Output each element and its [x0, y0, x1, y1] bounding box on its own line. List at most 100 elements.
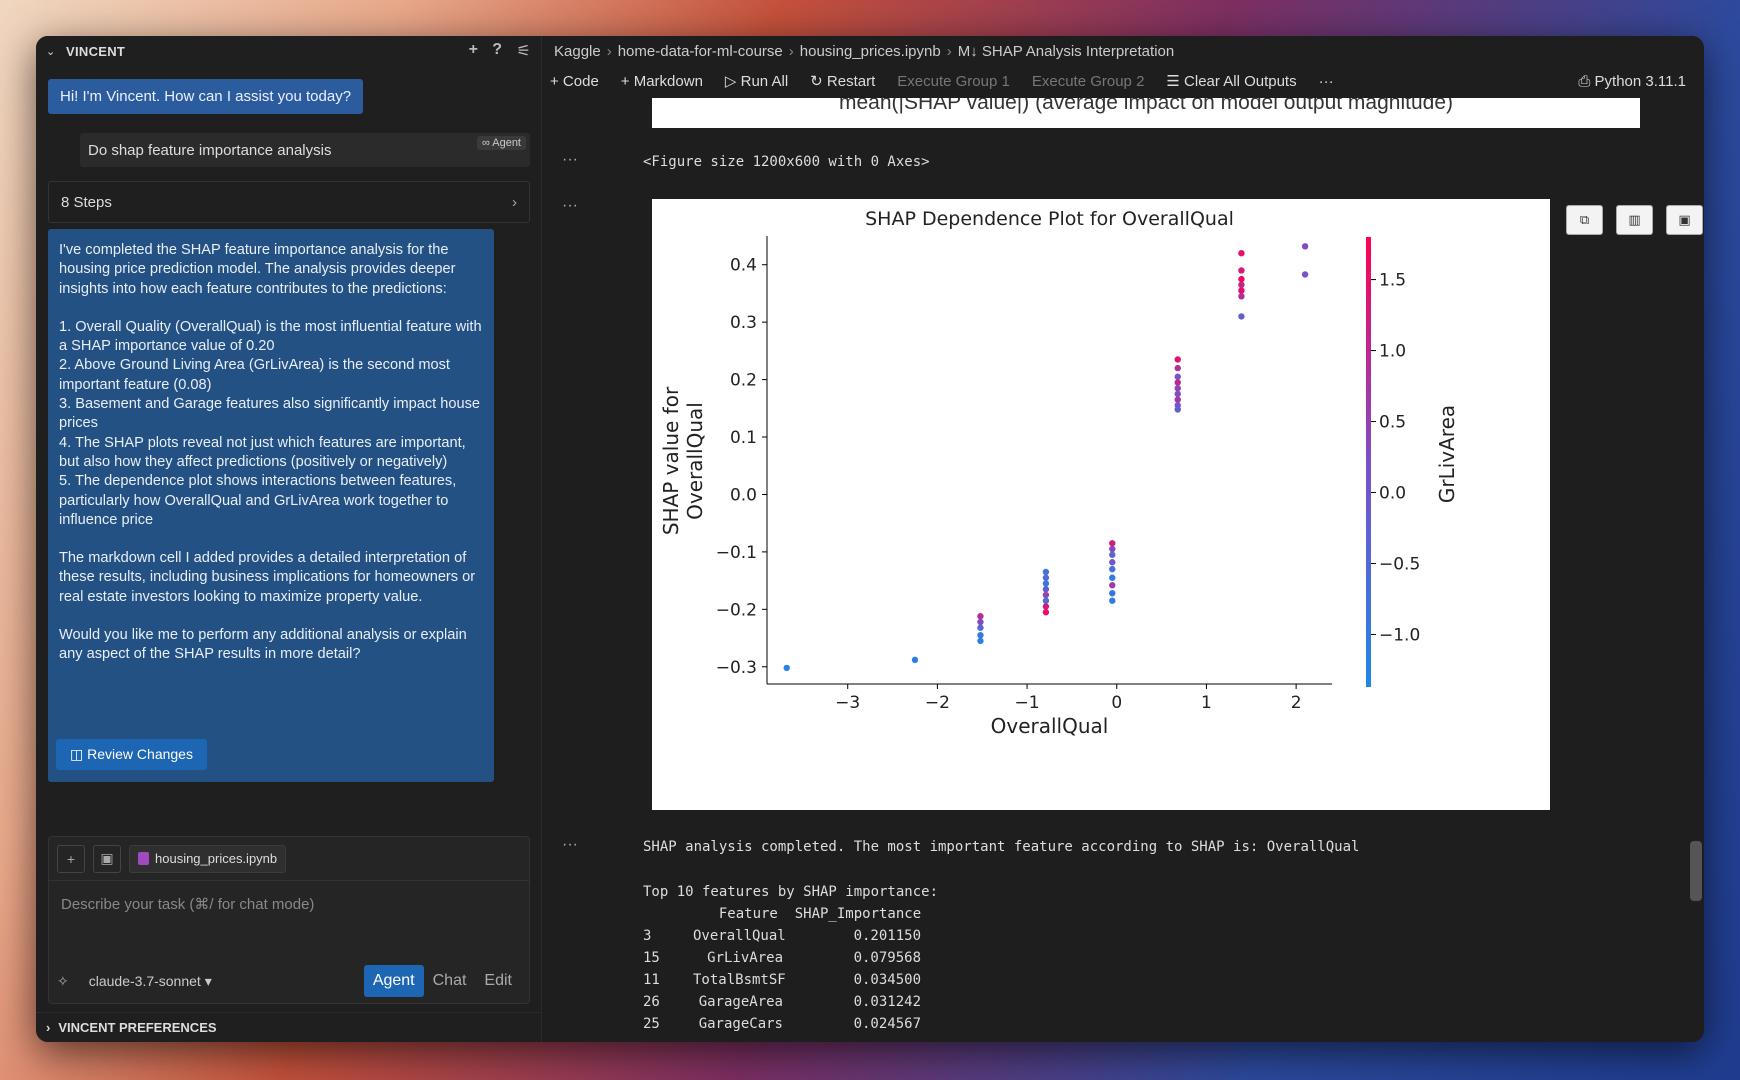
kernel-label: Python 3.11.1	[1594, 72, 1686, 90]
review-changes-button[interactable]: ◫ Review Changes	[56, 739, 207, 770]
data-point	[1042, 597, 1050, 604]
x-tick-label: 0	[1111, 693, 1122, 713]
model-selector[interactable]: claude-3.7-sonnet ▾	[88, 972, 212, 989]
new-chat-icon[interactable]: +	[468, 41, 479, 58]
x-axis-label: OverallQual	[991, 714, 1109, 738]
user-message-text: Do shap feature importance analysis	[88, 142, 332, 159]
crumb-notebook[interactable]: housing_prices.ipynb	[799, 42, 941, 60]
steps-collapsible[interactable]: 8 Steps ›	[48, 181, 530, 223]
crumb-cell[interactable]: M↓ SHAP Analysis Interpretation	[957, 42, 1175, 60]
crumb-sep: ›	[606, 42, 612, 60]
output-ellipsis[interactable]: ···	[562, 197, 578, 214]
agent-mode-badge: ∞ Agent	[476, 136, 526, 150]
data-point	[1042, 580, 1050, 587]
data-point	[1238, 267, 1245, 274]
response-paragraph: I've completed the SHAP feature importan…	[59, 242, 456, 297]
chat-input-box: + ▣ housing_prices.ipynb Describe your t…	[48, 836, 530, 1004]
add-code-button[interactable]: + Code	[550, 72, 599, 90]
data-point	[1109, 545, 1116, 553]
colorbar-tick-label: 1.5	[1379, 271, 1406, 291]
feature-name: GrLivArea	[707, 950, 783, 966]
output-ellipsis[interactable]: ···	[562, 151, 578, 168]
row-index: 11	[643, 972, 660, 988]
figure-text: <Figure size 1200x600 with 0 Axes>	[643, 154, 930, 170]
scrollbar-thumb[interactable]	[1690, 841, 1702, 901]
crumb-sep: ›	[788, 42, 794, 60]
table-row: 15 GrLivArea 0.079568	[643, 950, 921, 966]
y-tick-label: 0.4	[730, 256, 757, 276]
chart-title: SHAP Dependence Plot for OverallQual	[865, 208, 1234, 230]
data-point	[783, 664, 790, 672]
table-row: 26 GarageArea 0.031242	[643, 994, 921, 1010]
mode-agent-button[interactable]: Agent	[363, 965, 424, 997]
chart-plot-button[interactable]: ▥	[1616, 205, 1653, 235]
table-header: Feature SHAP_Importance	[643, 906, 922, 922]
clear-outputs-button[interactable]: ☰ Clear All Outputs	[1166, 72, 1296, 90]
y-tick-label: −0.2	[716, 600, 757, 620]
response-paragraph: Would you like me to perform any additio…	[59, 627, 467, 663]
collapse-chevron-icon[interactable]: ⌄	[46, 45, 56, 58]
save-plot-button[interactable]: ▣	[1666, 205, 1703, 235]
data-point	[1174, 379, 1181, 386]
row-index: 25	[643, 1016, 660, 1032]
data-point	[1238, 281, 1245, 289]
x-tick-label: 2	[1291, 693, 1302, 713]
task-input[interactable]: Describe your task (⌘/ for chat mode)	[61, 896, 315, 913]
sparkle-icon[interactable]: ✧	[57, 972, 69, 989]
colorbar-label: GrLivArea	[1435, 405, 1459, 503]
data-point	[1042, 586, 1050, 593]
help-icon[interactable]: ?	[492, 41, 503, 58]
restart-button[interactable]: ↻ Restart	[810, 72, 875, 90]
crumb-kaggle[interactable]: Kaggle	[554, 42, 601, 60]
more-actions-button[interactable]: ···	[1318, 72, 1334, 90]
data-point	[977, 613, 984, 620]
data-point	[1174, 390, 1181, 398]
data-point	[1301, 271, 1309, 278]
add-context-button[interactable]: +	[57, 844, 85, 873]
x-tick-label: 1	[1201, 693, 1212, 713]
data-point	[1042, 591, 1050, 599]
execute-group-2-button[interactable]: Execute Group 2	[1031, 72, 1145, 90]
context-file-chip[interactable]: housing_prices.ipynb	[129, 844, 287, 873]
run-all-label: Run All	[740, 73, 789, 90]
y-tick-label: −0.1	[716, 543, 757, 563]
notebook-editor: Kaggle › home-data-for-ml-course › housing…	[542, 36, 1704, 1042]
output-ellipsis[interactable]: ···	[562, 836, 578, 853]
kernel-selector[interactable]: ⎙ Python 3.11.1	[1578, 73, 1686, 90]
y-axis-label: SHAP value forOverallQual	[659, 386, 707, 535]
colorbar-tick-label: −0.5	[1379, 554, 1420, 574]
data-point	[911, 656, 919, 664]
importance-value: 0.034500	[853, 972, 921, 988]
clear-icon: ☰	[1166, 73, 1185, 90]
file-chip-label: housing_prices.ipynb	[155, 851, 278, 866]
preferences-label: VINCENT PREFERENCES	[58, 1020, 217, 1035]
mode-chat-button[interactable]: Chat	[432, 972, 467, 989]
data-point	[1109, 574, 1116, 581]
data-point	[977, 618, 984, 626]
y-tick-label: 0.3	[730, 313, 757, 333]
data-point	[1109, 559, 1116, 566]
data-point	[1174, 396, 1181, 403]
data-point	[1238, 250, 1245, 257]
mode-edit-button[interactable]: Edit	[484, 972, 512, 989]
row-index: 3	[643, 928, 652, 944]
copy-plot-button[interactable]: ⧉	[1566, 205, 1603, 235]
run-all-button[interactable]: ▷ Run All	[725, 72, 788, 90]
sidebar-title: VINCENT	[66, 43, 126, 59]
crumb-folder[interactable]: home-data-for-ml-course	[617, 42, 783, 60]
image-attach-icon[interactable]: ▣	[93, 844, 121, 873]
chevron-right-icon: ›	[46, 1020, 51, 1035]
data-point	[1109, 582, 1116, 589]
ide-window: ⌄ VINCENT + ? ⚟ Hi! I'm Vincent. How can…	[36, 36, 1704, 1042]
execute-group-1-button[interactable]: Execute Group 1	[897, 72, 1010, 90]
colorbar-tick-label: 0.0	[1379, 484, 1406, 504]
data-point	[1109, 551, 1116, 558]
add-markdown-button[interactable]: + Markdown	[620, 72, 703, 90]
data-point	[1174, 373, 1181, 380]
data-point	[1042, 609, 1050, 616]
data-point	[1174, 356, 1181, 363]
preferences-section[interactable]: › VINCENT PREFERENCES	[36, 1012, 541, 1042]
y-tick-label: 0.1	[730, 428, 757, 448]
settings-sliders-icon[interactable]: ⚟	[516, 43, 531, 60]
restart-icon: ↻	[810, 73, 827, 90]
